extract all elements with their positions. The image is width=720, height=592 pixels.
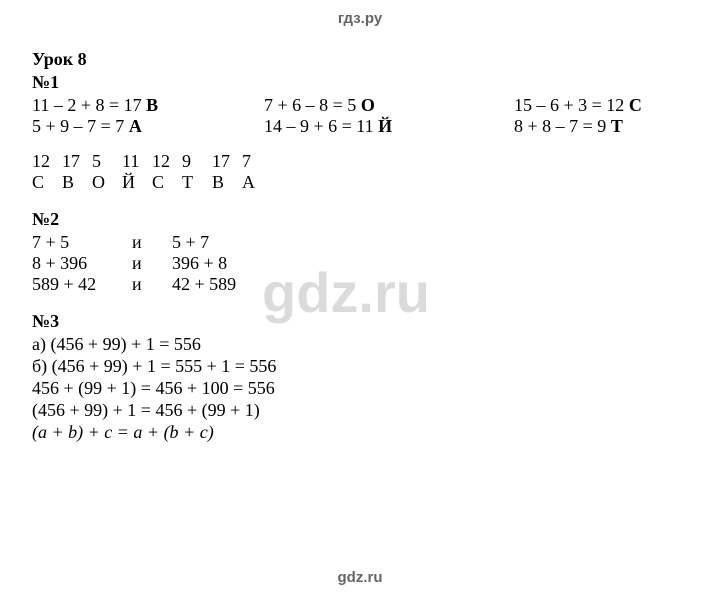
cipher-numbers: 12 17 5 11 12 9 17 7 [32, 151, 688, 172]
cipher-num: 11 [122, 151, 152, 172]
eq-letter: А [129, 116, 142, 136]
cipher-num: 9 [182, 151, 212, 172]
eq-letter: О [361, 95, 375, 115]
eq-r1c1: 11 – 2 + 8 = 17 В [32, 95, 264, 116]
eq-r2c1: 5 + 9 – 7 = 7 А [32, 116, 264, 137]
cipher-let: Т [182, 172, 212, 193]
s3-line: а) (456 + 99) + 1 = 556 [32, 334, 688, 355]
cipher-num: 5 [92, 151, 122, 172]
site-header: гдз.ру [32, 10, 688, 27]
cipher-letters: С В О Й С Т В А [32, 172, 688, 193]
cipher-num: 7 [242, 151, 272, 172]
eq-text: 7 + 6 – 8 = 5 [264, 95, 361, 115]
cipher-num: 12 [32, 151, 62, 172]
lesson-title: Урок 8 [32, 49, 688, 70]
eq-text: 11 – 2 + 8 = 17 [32, 95, 146, 115]
s3-line: (456 + 99) + 1 = 456 + (99 + 1) [32, 400, 688, 421]
section-1-number: №1 [32, 72, 688, 93]
eq-letter: Т [611, 116, 623, 136]
eq-text: 5 + 9 – 7 = 7 [32, 116, 129, 136]
cipher-num: 17 [212, 151, 242, 172]
eq-text: 8 + 8 – 7 = 9 [514, 116, 611, 136]
cipher-num: 17 [62, 151, 92, 172]
cipher-let: В [212, 172, 242, 193]
cipher-let: В [62, 172, 92, 193]
eq-text: 15 – 6 + 3 = 12 [514, 95, 629, 115]
section-3: №3 а) (456 + 99) + 1 = 556 б) (456 + 99)… [32, 311, 688, 443]
pair-sep: и [132, 274, 172, 295]
pair-b: 396 + 8 [172, 253, 292, 274]
eq-row-2: 5 + 9 – 7 = 7 А 14 – 9 + 6 = 11 Й 8 + 8 … [32, 116, 688, 137]
cipher-let: О [92, 172, 122, 193]
eq-letter: С [629, 95, 642, 115]
pair-row: 8 + 396 и 396 + 8 [32, 253, 688, 274]
eq-r2c3: 8 + 8 – 7 = 9 Т [514, 116, 623, 137]
cipher-num: 12 [152, 151, 182, 172]
eq-text: 14 – 9 + 6 = 11 [264, 116, 378, 136]
eq-r1c3: 15 – 6 + 3 = 12 С [514, 95, 642, 116]
section-2: №2 7 + 5 и 5 + 7 8 + 396 и 396 + 8 589 +… [32, 209, 688, 295]
eq-row-1: 11 – 2 + 8 = 17 В 7 + 6 – 8 = 5 О 15 – 6… [32, 95, 688, 116]
pair-a: 589 + 42 [32, 274, 132, 295]
section-3-number: №3 [32, 311, 688, 332]
pair-a: 7 + 5 [32, 232, 132, 253]
eq-letter: В [146, 95, 158, 115]
pair-row: 7 + 5 и 5 + 7 [32, 232, 688, 253]
section-2-number: №2 [32, 209, 688, 230]
s3-line: б) (456 + 99) + 1 = 555 + 1 = 556 [32, 356, 688, 377]
eq-r1c2: 7 + 6 – 8 = 5 О [264, 95, 514, 116]
eq-letter: Й [378, 116, 392, 136]
pair-sep: и [132, 253, 172, 274]
cipher-let: С [32, 172, 62, 193]
cipher-let: А [242, 172, 272, 193]
section-1: №1 11 – 2 + 8 = 17 В 7 + 6 – 8 = 5 О 15 … [32, 72, 688, 193]
pair-row: 589 + 42 и 42 + 589 [32, 274, 688, 295]
s3-line: 456 + (99 + 1) = 456 + 100 = 556 [32, 378, 688, 399]
site-footer: gdz.ru [0, 569, 720, 586]
cipher-let: С [152, 172, 182, 193]
pair-a: 8 + 396 [32, 253, 132, 274]
pair-b: 5 + 7 [172, 232, 292, 253]
pair-b: 42 + 589 [172, 274, 292, 295]
s3-formula: (a + b) + c = a + (b + c) [32, 422, 688, 443]
eq-r2c2: 14 – 9 + 6 = 11 Й [264, 116, 514, 137]
cipher-let: Й [122, 172, 152, 193]
pair-sep: и [132, 232, 172, 253]
